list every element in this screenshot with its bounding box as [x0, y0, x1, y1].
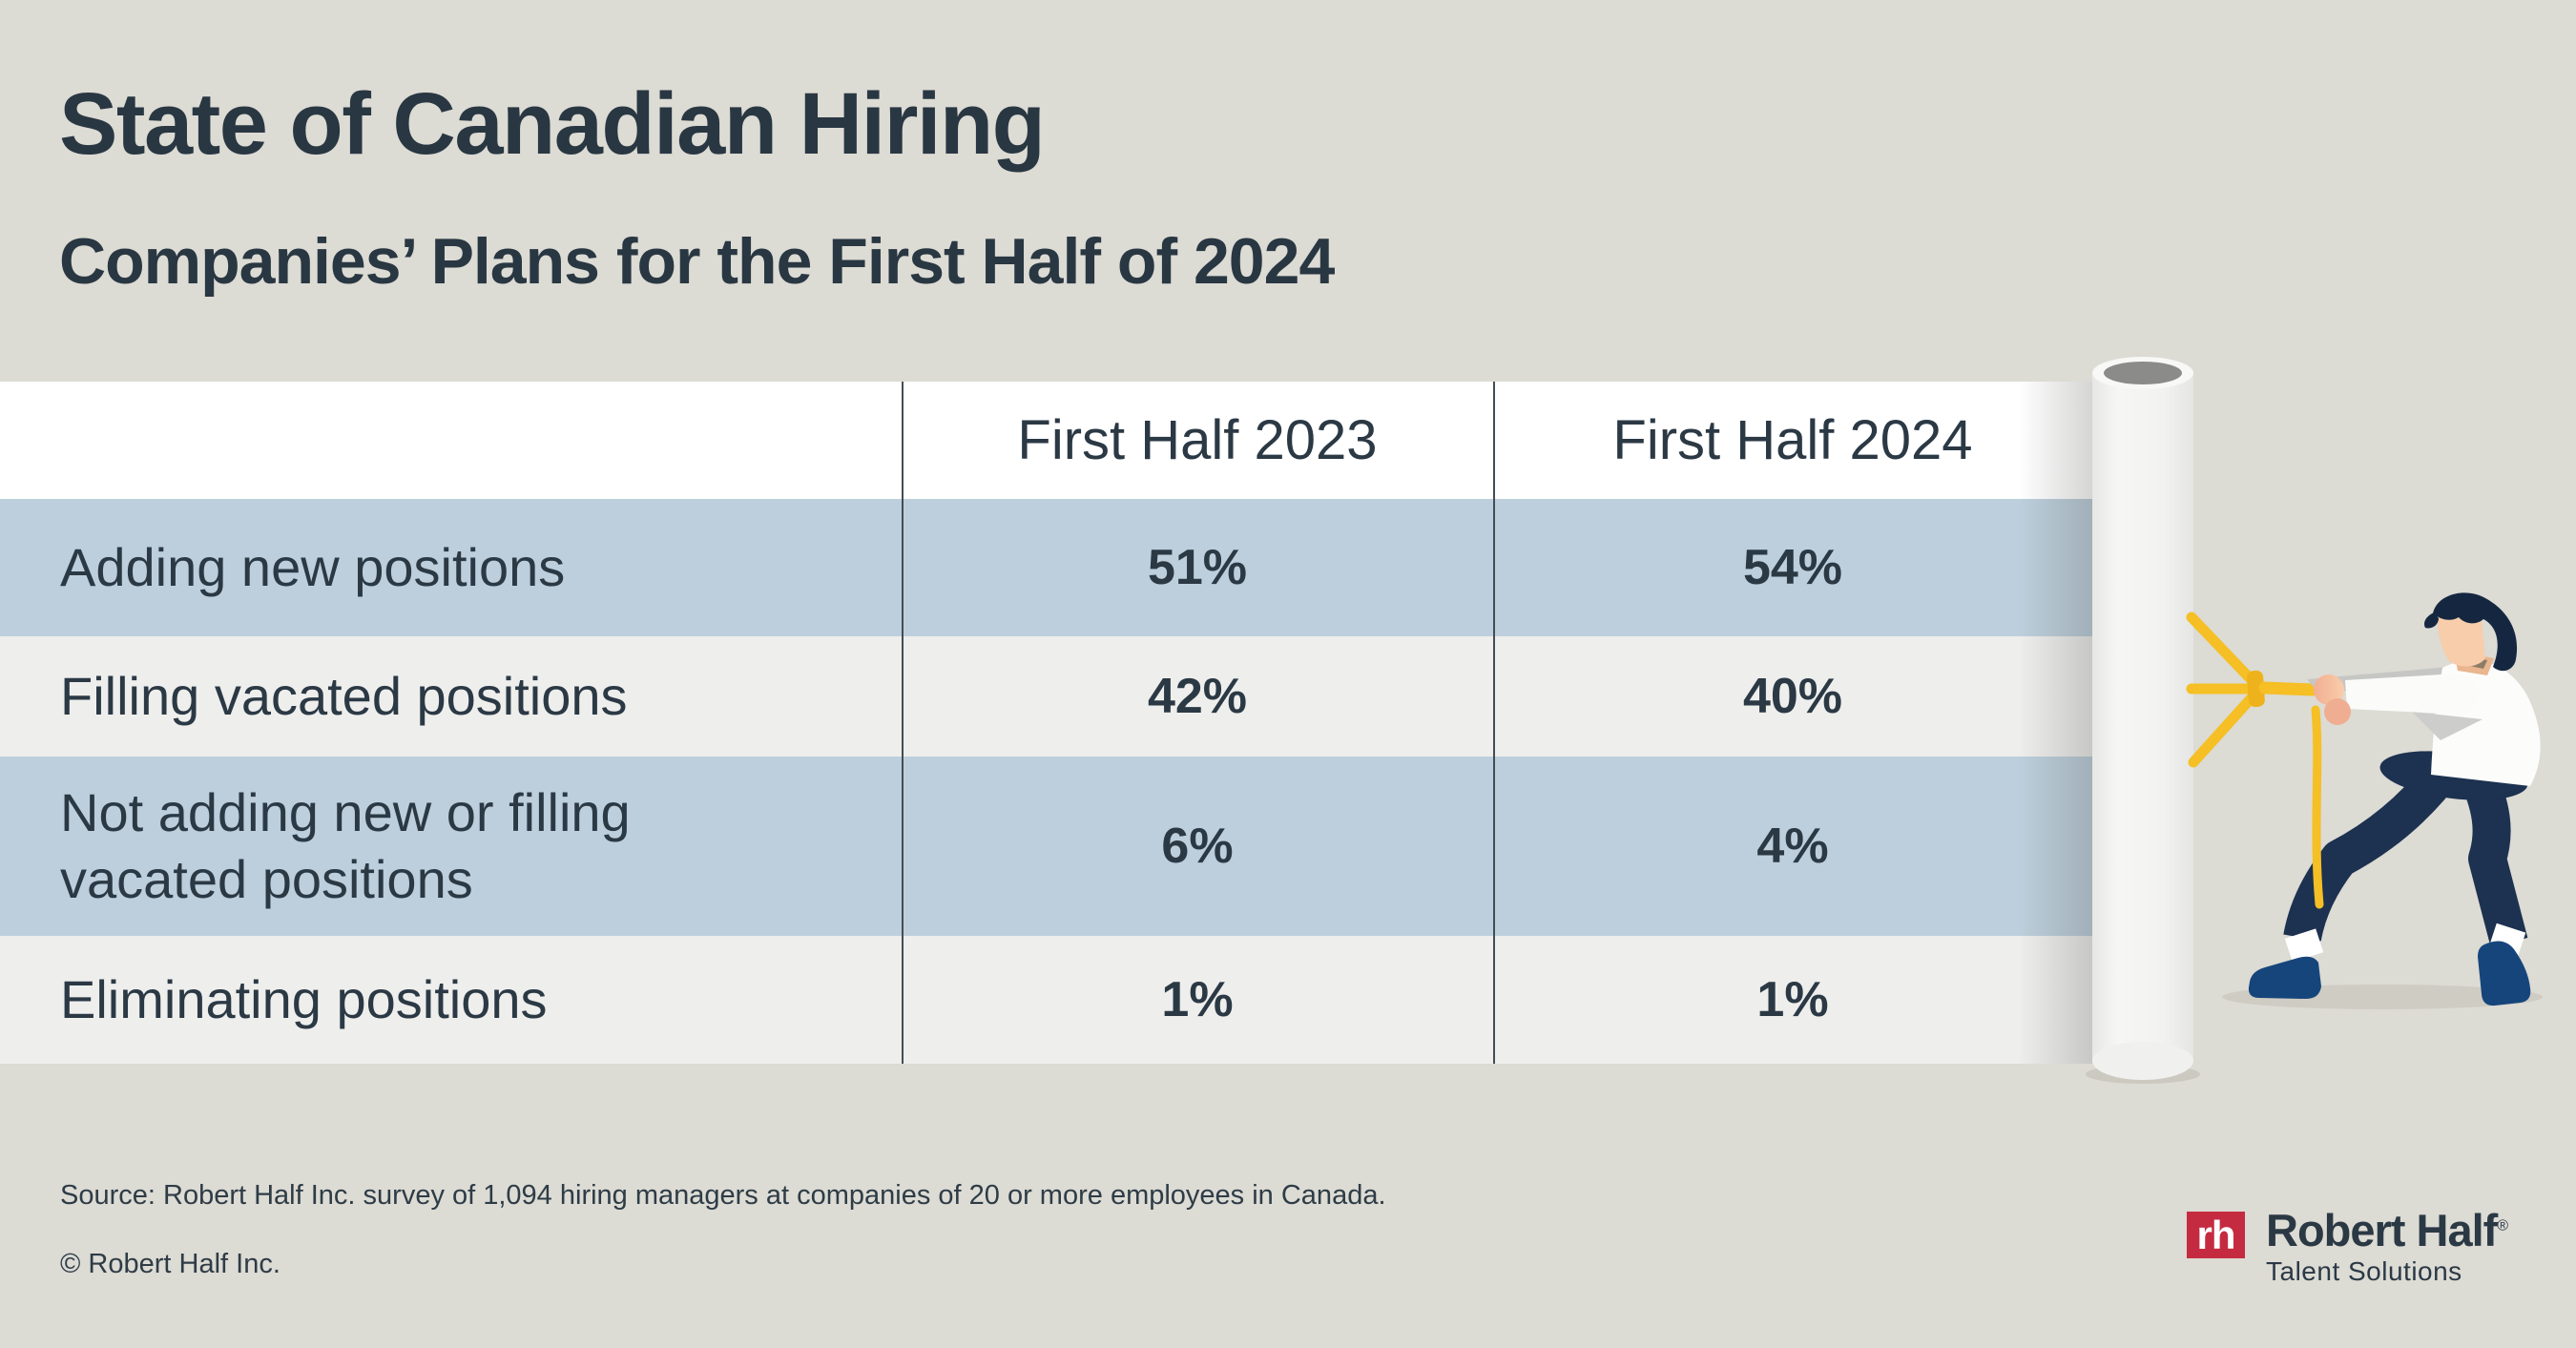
cell-value: 4%	[1756, 819, 1829, 874]
column-header: First Half 2024	[1612, 409, 1973, 471]
row-label: Not adding new or filling vacated positi…	[60, 782, 631, 909]
paper-roll-cast-shadow	[2019, 382, 2092, 1064]
cell-value: 54%	[1742, 540, 1843, 595]
person-icon	[2248, 592, 2541, 1006]
registered-trademark-icon: ®	[2497, 1217, 2508, 1234]
table-column-divider	[1493, 382, 1495, 1064]
rh-logo-mark: rh	[2187, 1212, 2245, 1258]
cell-value: 1%	[1161, 972, 1234, 1027]
table-header-row: First Half 2023 First Half 2024	[0, 382, 2092, 499]
cell-value: 6%	[1161, 819, 1234, 874]
logo-tagline: Talent Solutions	[2266, 1256, 2462, 1286]
row-label: Eliminating positions	[60, 969, 548, 1029]
table-column-divider	[902, 382, 904, 1064]
hiring-table: First Half 2023 First Half 2024 Adding new…	[0, 382, 2092, 1064]
person-pulling-rope-illustration	[2086, 357, 2543, 1084]
logo-brand-name: Robert Half®	[2266, 1205, 2508, 1255]
table-row: Not adding new or filling vacated positi…	[0, 757, 2092, 936]
cell-value: 40%	[1742, 669, 1843, 724]
table-row: Adding new positions 51% 54%	[0, 499, 2092, 636]
row-label: Adding new positions	[60, 537, 566, 597]
cell-value: 42%	[1147, 669, 1248, 724]
source-note: Source: Robert Half Inc. survey of 1,094…	[60, 1180, 1386, 1211]
page-subtitle: Companies’ Plans for the First Half of 2…	[59, 225, 1335, 298]
column-header: First Half 2023	[1017, 409, 1378, 471]
table-row: Eliminating positions 1% 1%	[0, 936, 2092, 1064]
paper-roll-icon	[2092, 357, 2193, 1080]
rope-icon	[2186, 612, 2319, 768]
cell-value: 51%	[1147, 540, 1248, 595]
row-label: Filling vacated positions	[60, 666, 628, 726]
page-title: State of Canadian Hiring	[59, 75, 1046, 173]
table-row: Filling vacated positions 42% 40%	[0, 636, 2092, 757]
header-spacer	[0, 382, 902, 499]
copyright-note: © Robert Half Inc.	[60, 1249, 280, 1279]
robert-half-logo: rh Robert Half® Talent Solutions	[2187, 1205, 2508, 1286]
cell-value: 1%	[1756, 972, 1829, 1027]
